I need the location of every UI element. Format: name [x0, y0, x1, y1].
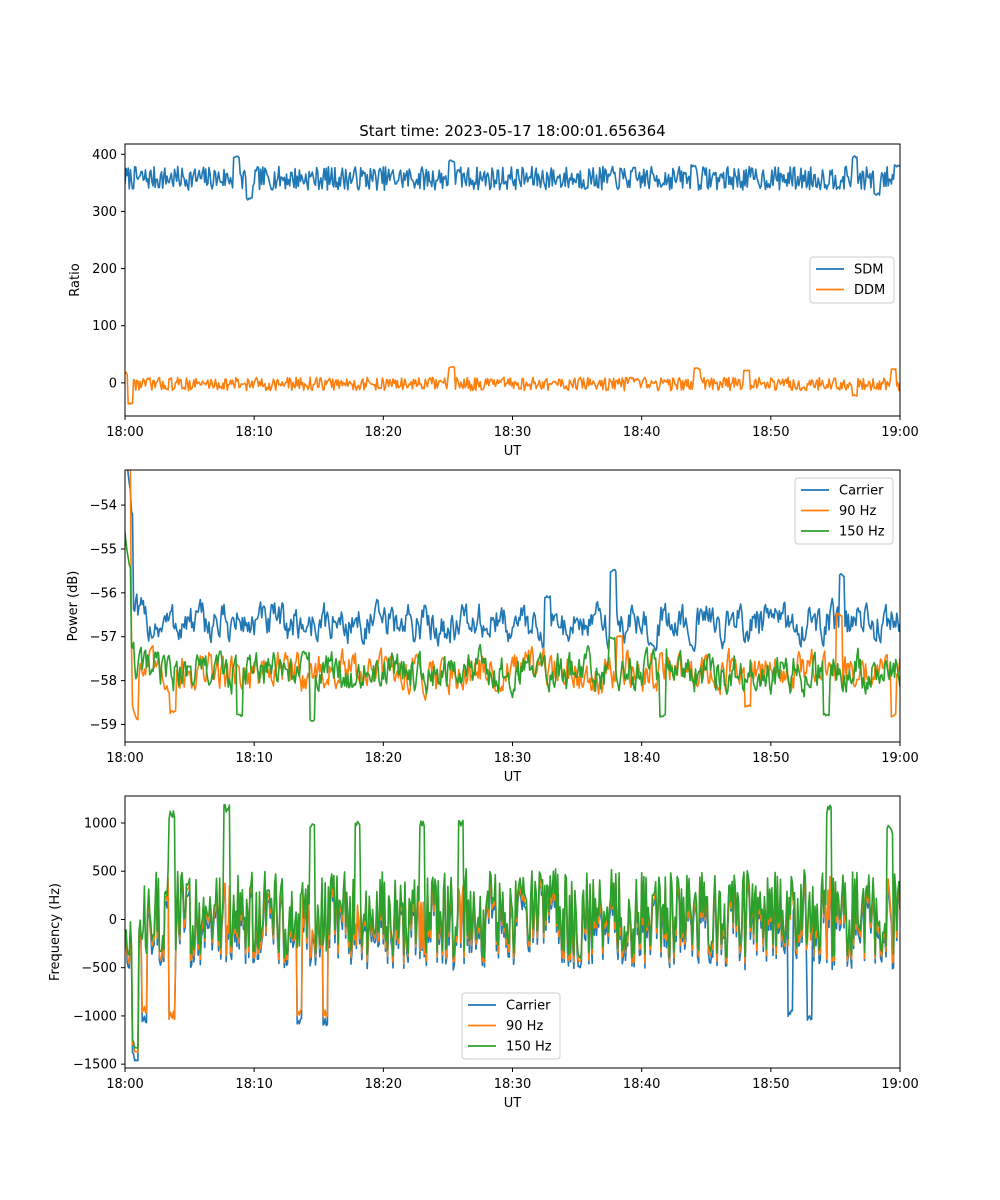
x-tick-label: 18:00: [106, 425, 143, 440]
x-tick-label: 18:30: [494, 425, 531, 440]
x-tick-label: 18:40: [623, 425, 660, 440]
subplot-ratio: 18:00 18:10 18:20 18:30 18:40 18:50 19:00 0 100 2…: [68, 143, 919, 459]
legend-box: [461, 992, 561, 1060]
x-tick-label: 19:00: [881, 751, 918, 766]
x-tick-label: 18:20: [365, 751, 402, 766]
y-tick-label: 100: [92, 319, 117, 334]
x-tick-label: 18:30: [494, 751, 531, 766]
series-line-90-hz: [129, 470, 900, 721]
series-line-sdm: [125, 155, 900, 201]
x-axis-label: UT: [504, 444, 522, 459]
y-tick-label: 0: [109, 376, 117, 391]
legend: Carrier 90 Hz 150 Hz: [794, 477, 894, 545]
legend-box: [794, 477, 894, 545]
y-tick-label: 0: [109, 913, 117, 928]
y-tick-label: 500: [92, 865, 117, 880]
series-line-ddm: [125, 365, 900, 405]
y-tick-label: −59: [90, 718, 117, 733]
subplot-power: 18:00 18:10 18:20 18:30 18:40 18:50 19:00 −59 −5…: [66, 469, 919, 785]
legend-label: Carrier: [839, 484, 884, 499]
x-tick-label: 18:30: [494, 1077, 531, 1092]
series-line-carrier: [127, 470, 900, 653]
x-tick-label: 19:00: [881, 1077, 918, 1092]
x-axis-label: UT: [504, 1096, 522, 1111]
x-tick-label: 18:40: [623, 1077, 660, 1092]
legend-label: 90 Hz: [506, 1019, 543, 1034]
y-axis-label: Power (dB): [66, 571, 81, 642]
y-axis-label: Frequency (Hz): [48, 883, 63, 981]
legend-label: 90 Hz: [839, 504, 876, 519]
x-tick-label: 18:20: [365, 1077, 402, 1092]
x-tick-label: 18:50: [752, 1077, 789, 1092]
y-tick-label: −57: [90, 630, 117, 645]
y-tick-label: −56: [90, 586, 117, 601]
subplot-frequency: 18:00 18:10 18:20 18:30 18:40 18:50 19:00 −1500…: [48, 795, 919, 1111]
x-tick-label: 18:10: [235, 425, 272, 440]
y-tick-label: 400: [92, 148, 117, 163]
figure-title: Start time: 2023-05-17 18:00:01.656364: [359, 122, 665, 140]
legend: SDM DDM: [809, 256, 895, 304]
legend: Carrier 90 Hz 150 Hz: [461, 992, 561, 1060]
y-tick-label: −58: [90, 674, 117, 689]
legend-label: SDM: [854, 263, 883, 278]
x-tick-label: 18:50: [752, 425, 789, 440]
x-tick-label: 18:40: [623, 751, 660, 766]
y-tick-label: −55: [90, 542, 117, 557]
y-tick-label: 1000: [84, 817, 117, 832]
series-line-150-hz: [125, 803, 900, 1049]
y-axis-label: Ratio: [68, 263, 83, 296]
x-axis-label: UT: [504, 770, 522, 785]
plots-container: 18:00 18:10 18:20 18:30 18:40 18:50 19:00 0 100 2…: [48, 143, 919, 1111]
y-tick-label: −54: [90, 499, 117, 514]
x-tick-label: 18:20: [365, 425, 402, 440]
legend-label: Carrier: [506, 999, 551, 1014]
y-tick-label: −1000: [73, 1009, 117, 1024]
legend-label: DDM: [854, 283, 885, 298]
x-tick-label: 18:00: [106, 751, 143, 766]
x-tick-label: 18:10: [235, 1077, 272, 1092]
series-line-150-hz: [125, 531, 900, 722]
y-tick-label: 300: [92, 205, 117, 220]
x-tick-label: 19:00: [881, 425, 918, 440]
x-tick-label: 18:50: [752, 751, 789, 766]
legend-label: 150 Hz: [839, 525, 885, 540]
x-tick-label: 18:00: [106, 1077, 143, 1092]
y-tick-label: −1500: [73, 1058, 117, 1073]
y-tick-label: 200: [92, 262, 117, 277]
y-tick-label: −500: [81, 961, 117, 976]
x-tick-label: 18:10: [235, 751, 272, 766]
legend-label: 150 Hz: [506, 1040, 552, 1055]
